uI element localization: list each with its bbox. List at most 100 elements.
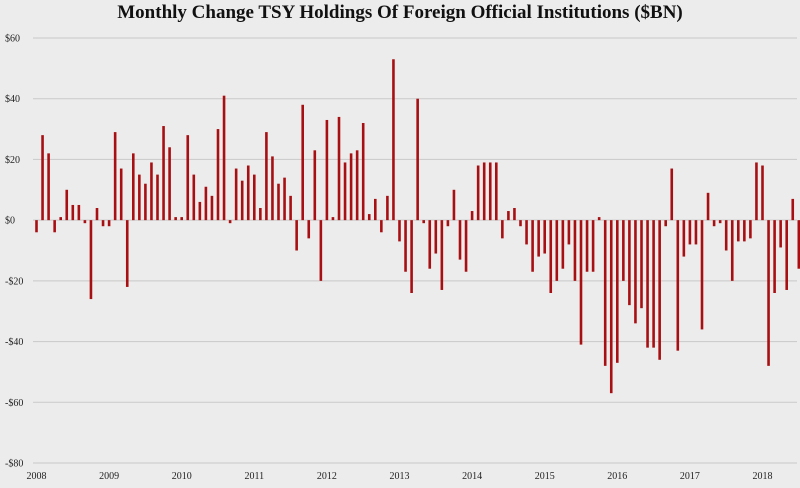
y-tick-label: -$20 — [5, 276, 23, 287]
bar — [319, 220, 323, 281]
bar — [392, 59, 395, 221]
bar — [501, 220, 504, 239]
bar — [434, 220, 438, 254]
bar — [138, 174, 141, 221]
bar — [616, 220, 619, 363]
bar — [591, 220, 595, 272]
bar — [567, 220, 571, 245]
bar — [628, 220, 631, 306]
bar — [277, 183, 280, 221]
bar — [597, 217, 601, 221]
bar — [737, 220, 740, 242]
bar — [325, 119, 329, 221]
bar — [603, 220, 607, 366]
bar — [343, 162, 347, 221]
x-tick-label: 2016 — [607, 471, 627, 482]
bar — [652, 220, 655, 348]
bar — [718, 220, 722, 224]
bar — [458, 220, 462, 260]
chart-title: Monthly Change TSY Holdings Of Foreign O… — [117, 2, 683, 23]
bar — [119, 168, 123, 221]
bar — [476, 165, 480, 221]
bar — [712, 220, 716, 227]
bar — [59, 217, 62, 221]
bar — [174, 217, 177, 221]
bar — [301, 104, 304, 221]
bar — [374, 198, 377, 221]
bar — [132, 153, 135, 221]
bar — [422, 220, 425, 224]
bar — [761, 165, 764, 221]
bar — [47, 153, 50, 221]
bar — [331, 217, 335, 221]
bar — [779, 220, 782, 248]
bar — [355, 150, 359, 221]
bar — [404, 220, 407, 272]
bar — [307, 220, 311, 239]
bar — [682, 220, 686, 257]
bar — [495, 162, 498, 221]
bar — [113, 132, 117, 221]
bar — [730, 220, 734, 281]
bar — [561, 220, 565, 269]
bar — [446, 220, 450, 227]
bar — [168, 147, 171, 221]
bar — [634, 220, 637, 324]
bar — [767, 220, 770, 366]
bar — [410, 220, 413, 293]
bar — [41, 135, 44, 221]
bar — [77, 204, 81, 221]
bar — [622, 220, 625, 281]
bar — [156, 174, 159, 221]
bar — [295, 220, 298, 251]
y-tick-label: $0 — [5, 216, 15, 227]
x-tick-label: 2009 — [99, 471, 119, 482]
bar — [192, 174, 196, 221]
bar — [101, 220, 105, 227]
bar — [125, 220, 129, 287]
bar — [507, 211, 510, 221]
bar — [222, 95, 226, 221]
bar — [162, 126, 165, 221]
bar — [210, 195, 214, 221]
bar — [150, 162, 153, 221]
bar — [186, 135, 190, 221]
bar — [555, 220, 559, 281]
bar — [513, 208, 516, 221]
bar — [386, 195, 389, 221]
bar — [464, 220, 468, 272]
bar — [265, 132, 268, 221]
bar — [646, 220, 649, 348]
bar — [452, 189, 456, 221]
bar — [144, 183, 147, 221]
bar — [773, 220, 776, 293]
bar — [289, 195, 292, 221]
bar — [428, 220, 432, 269]
bar — [640, 220, 643, 309]
bar — [658, 220, 661, 360]
bar — [755, 162, 758, 221]
bar — [694, 220, 698, 245]
bar — [470, 211, 474, 221]
bar — [313, 150, 317, 221]
bar — [785, 220, 788, 290]
bar — [367, 214, 371, 221]
bar — [531, 220, 534, 272]
bar — [549, 220, 553, 293]
bar — [797, 220, 800, 269]
bar — [253, 174, 256, 221]
y-tick-label: $20 — [5, 155, 20, 166]
bar — [71, 204, 75, 221]
bar — [585, 220, 589, 272]
y-tick-label: -$40 — [5, 337, 23, 348]
bar — [488, 162, 492, 221]
bar — [271, 156, 274, 221]
bar — [83, 220, 87, 224]
bar — [579, 220, 583, 345]
bar — [240, 180, 244, 221]
y-tick-label: $60 — [5, 34, 20, 45]
bar — [688, 220, 692, 245]
bar — [283, 177, 286, 221]
bar — [482, 162, 486, 221]
bar — [706, 192, 710, 221]
